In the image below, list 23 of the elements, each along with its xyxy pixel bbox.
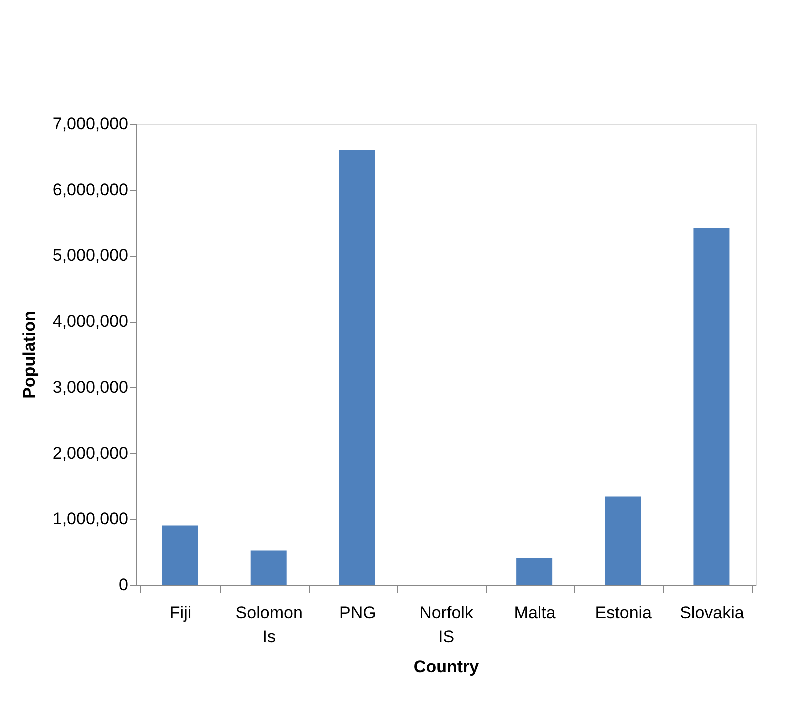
bar: [605, 496, 642, 585]
bar: [339, 150, 376, 585]
x-tick-label: Malta: [514, 604, 556, 622]
y-tick-label: 1,000,000: [52, 510, 128, 529]
y-tick-label: 4,000,000: [52, 312, 128, 332]
x-tick-label: Norfolk IS: [420, 604, 474, 646]
y-tick-label: 6,000,000: [52, 180, 128, 200]
bar: [162, 526, 198, 585]
y-tick-label: 5,000,000: [52, 246, 128, 266]
x-tick-label: Slovakia: [680, 604, 745, 622]
bar: [516, 558, 553, 585]
x-tick-label: Fiji: [170, 604, 192, 622]
y-tick-label: 0: [119, 576, 128, 594]
x-tick-label: PNG: [340, 604, 376, 622]
x-tick-label: Estonia: [595, 604, 653, 622]
bar: [250, 550, 287, 585]
y-tick-label: 7,000,000: [52, 114, 128, 134]
x-tick-label: Solomon Is: [236, 604, 303, 646]
y-axis-title: Population: [20, 311, 39, 399]
x-axis-title: Country: [414, 658, 480, 676]
y-tick-label: 2,000,000: [52, 444, 128, 463]
bar: [694, 228, 730, 585]
y-tick-label: 3,000,000: [52, 378, 128, 397]
